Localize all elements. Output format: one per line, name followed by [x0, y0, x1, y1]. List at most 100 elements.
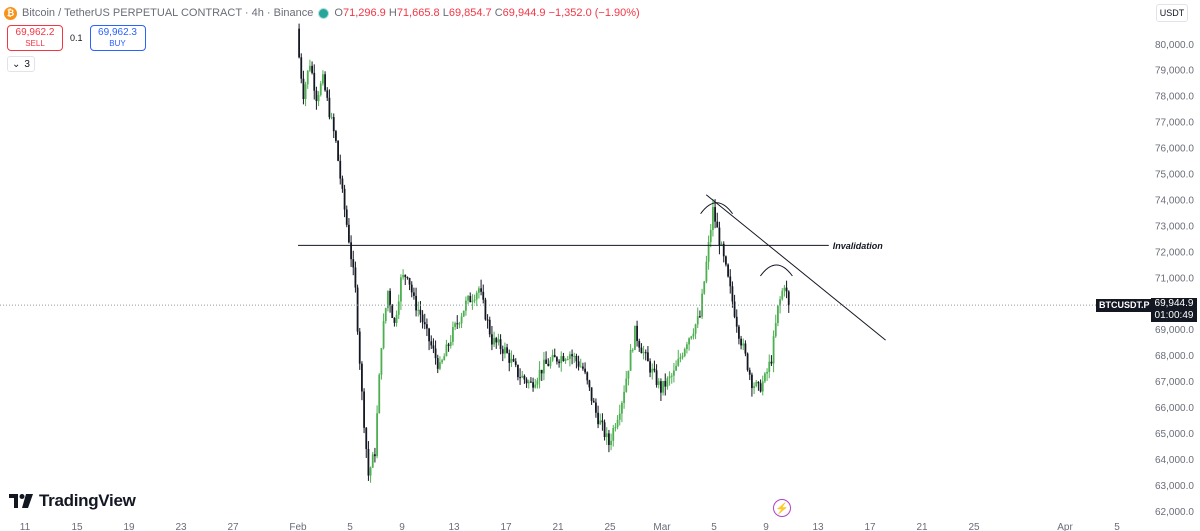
- candle-body: [584, 368, 586, 373]
- candle-body: [777, 305, 779, 324]
- candle-body: [746, 353, 749, 371]
- x-tick-label: 17: [500, 522, 512, 531]
- candle-body: [443, 356, 446, 361]
- candle-body: [341, 178, 344, 189]
- candle-body: [354, 267, 357, 288]
- candle-body: [694, 324, 697, 334]
- y-tick-label: 71,000.0: [1155, 273, 1194, 284]
- candle-body: [638, 341, 641, 348]
- candle-body: [523, 375, 526, 380]
- candle-body: [543, 359, 545, 374]
- candle-body: [722, 243, 725, 257]
- candle-body: [770, 361, 773, 364]
- candle-body: [573, 356, 576, 358]
- candle-body: [690, 336, 693, 339]
- tradingview-logo[interactable]: TradingView: [9, 491, 136, 511]
- x-tick-label: 21: [916, 522, 928, 531]
- bar-countdown: 01:00:49: [1154, 310, 1194, 321]
- candle-body: [551, 355, 554, 361]
- candle-body: [712, 207, 714, 230]
- candle-body: [391, 305, 394, 318]
- candle-body: [605, 433, 608, 438]
- candle-body: [456, 323, 459, 325]
- candle-body: [432, 345, 435, 349]
- candle-body: [317, 94, 320, 102]
- candle-body: [306, 70, 309, 85]
- drawing-tools: Invalidation: [0, 194, 1096, 341]
- ohlc-open: 71,296.9: [342, 7, 386, 19]
- candle-body: [699, 316, 701, 318]
- candle-body: [768, 361, 771, 372]
- invalidation-label: Invalidation: [833, 241, 884, 251]
- candle-body: [549, 360, 552, 366]
- sell-button[interactable]: 69,962.2 SELL: [7, 25, 63, 51]
- candle-body: [475, 292, 478, 300]
- candle-body: [566, 358, 569, 360]
- candle-body: [755, 381, 758, 387]
- candle-body: [335, 131, 337, 141]
- candle-body: [588, 380, 591, 388]
- candle-body: [384, 308, 387, 322]
- candle-body: [363, 391, 365, 428]
- candle-body: [696, 316, 699, 325]
- candle-body: [735, 316, 738, 327]
- y-tick-label: 77,000.0: [1155, 118, 1194, 129]
- candle-body: [540, 369, 543, 374]
- candle-body: [530, 381, 532, 383]
- candle-body: [486, 319, 489, 321]
- candle-body: [740, 338, 742, 346]
- candle-body: [731, 286, 734, 302]
- candle-body: [538, 369, 541, 381]
- candle-body: [703, 281, 706, 294]
- buy-button[interactable]: 69,962.3 BUY: [89, 25, 146, 51]
- candle-body: [675, 365, 677, 371]
- candle-body: [332, 117, 335, 132]
- candle-body: [324, 74, 326, 91]
- candle-body: [406, 277, 409, 279]
- candle-body: [603, 422, 606, 438]
- candle-body: [397, 301, 400, 315]
- candle-body: [298, 28, 300, 58]
- candle-body: [571, 354, 573, 357]
- y-tick-label: 62,000.0: [1155, 507, 1194, 518]
- candle-body: [497, 339, 500, 343]
- candle-body: [670, 375, 673, 377]
- x-tick-label: 11: [20, 522, 31, 531]
- candle-body: [644, 352, 647, 354]
- symbol-title[interactable]: Bitcoin / TetherUS PERPETUAL CONTRACT · …: [22, 7, 314, 19]
- candle-body: [365, 427, 368, 449]
- market-status-icon: [318, 7, 330, 19]
- candle-body: [683, 349, 686, 356]
- candle-body: [677, 358, 680, 366]
- candle-body: [410, 284, 413, 293]
- lightning-icon[interactable]: ⚡: [773, 499, 791, 517]
- ohlc-change: −1,352.0 (−1.90%): [548, 7, 640, 19]
- y-tick-label: 79,000.0: [1155, 66, 1194, 77]
- buy-label: BUY: [109, 39, 126, 48]
- candle-body: [718, 227, 721, 246]
- x-tick-label: 5: [347, 522, 353, 531]
- candle-body: [484, 299, 487, 320]
- candle-body: [369, 467, 372, 476]
- x-tick-label: Feb: [289, 522, 307, 531]
- candle-body: [315, 90, 318, 102]
- candle-body: [434, 348, 437, 359]
- candle-body: [462, 310, 465, 317]
- x-tick-label: 25: [604, 522, 616, 531]
- y-tick-label: 75,000.0: [1155, 170, 1194, 181]
- x-tick-label: 9: [763, 522, 769, 531]
- candle-body: [319, 83, 322, 95]
- candle-body: [681, 355, 684, 358]
- candle-body: [449, 341, 452, 346]
- candle-body: [759, 383, 762, 392]
- candle-body: [618, 413, 621, 420]
- currency-selector[interactable]: USDT: [1156, 4, 1188, 22]
- indicators-toggle[interactable]: ⌄ 3: [7, 56, 35, 72]
- y-tick-label: 63,000.0: [1155, 481, 1194, 492]
- time-axis: 11 15 19 23 27 Feb 5 9 13 17 21 25 Mar 5 9 13 17 21 25 Apr 5: [20, 522, 1120, 531]
- logo-text: TradingView: [39, 491, 136, 510]
- spread-value: 0.1: [70, 33, 83, 43]
- x-tick-label: 19: [123, 522, 135, 531]
- candle-body: [417, 309, 420, 311]
